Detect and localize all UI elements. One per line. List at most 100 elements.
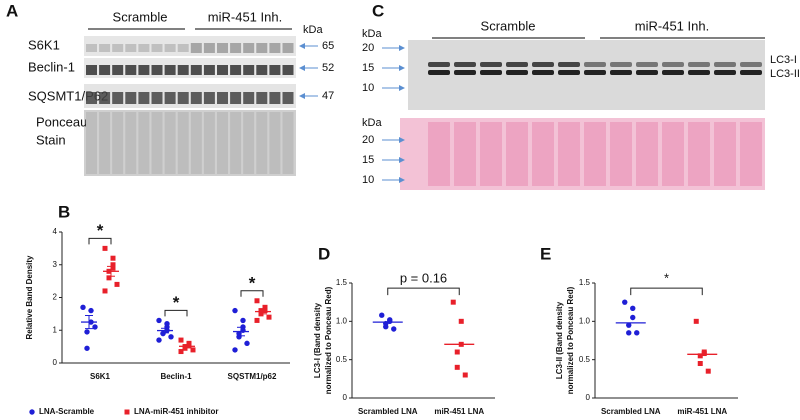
band	[190, 65, 202, 75]
point	[114, 281, 120, 287]
point	[262, 308, 268, 314]
lane	[506, 122, 528, 186]
point	[156, 317, 162, 324]
lane	[454, 122, 476, 186]
point	[106, 275, 112, 281]
band	[99, 65, 111, 75]
point	[697, 361, 703, 366]
point	[232, 307, 238, 314]
band	[217, 92, 228, 104]
lane	[99, 112, 111, 174]
point	[630, 305, 636, 311]
band	[125, 65, 137, 75]
y-tick-label: 1.5	[336, 278, 348, 287]
x-tick-label: Scrambled LNA	[358, 407, 418, 416]
point	[693, 318, 699, 324]
band	[428, 70, 450, 75]
mw-label: 20	[362, 134, 374, 146]
band	[454, 62, 476, 67]
mw-label: 15	[362, 62, 374, 74]
point	[168, 334, 174, 340]
lane	[125, 112, 137, 174]
band	[86, 44, 97, 52]
point	[705, 368, 711, 374]
mw-label: 20	[362, 42, 374, 54]
lane	[584, 122, 606, 186]
legend-marker	[29, 409, 35, 415]
lane	[190, 112, 202, 174]
band	[282, 65, 294, 75]
lane	[480, 122, 502, 186]
band	[610, 62, 632, 67]
point	[160, 330, 166, 337]
panel-label: D	[318, 244, 330, 263]
band	[269, 92, 281, 104]
y-axis-label: Relative Band Density	[25, 255, 34, 340]
band	[164, 92, 176, 104]
bracket	[164, 309, 188, 317]
lane	[243, 112, 255, 174]
point	[88, 307, 94, 314]
band	[532, 70, 554, 75]
lane	[151, 112, 163, 174]
bracket	[240, 290, 264, 297]
band	[506, 62, 528, 67]
point	[190, 347, 196, 353]
band	[636, 70, 658, 75]
point	[454, 364, 460, 370]
point	[701, 351, 707, 357]
significance: *	[249, 273, 256, 292]
point	[622, 299, 628, 305]
band	[256, 65, 268, 75]
band-label: LC3-I	[770, 54, 797, 66]
lane	[662, 122, 684, 186]
lane	[256, 112, 268, 174]
x-tick-label: Scrambled LNA	[601, 407, 661, 416]
point	[462, 372, 468, 378]
mw-label: 52	[322, 62, 334, 74]
panel-label: A	[6, 1, 18, 20]
lane	[138, 112, 150, 174]
band	[610, 70, 632, 75]
band	[177, 44, 189, 52]
group-label: Scramble	[481, 18, 536, 33]
band	[217, 65, 228, 75]
point	[450, 299, 456, 305]
point	[258, 308, 264, 314]
band	[584, 62, 606, 67]
band	[151, 92, 163, 104]
y-tick-label: 1	[53, 325, 58, 334]
band	[190, 92, 202, 104]
point	[626, 322, 632, 328]
legend-marker	[124, 409, 130, 415]
bracket	[88, 237, 112, 245]
significance: *	[173, 293, 180, 312]
band	[256, 92, 268, 104]
lane	[203, 112, 215, 174]
y-axis-label: normalized to Ponceau Red)	[566, 286, 575, 394]
row-label: Beclin-1	[28, 59, 75, 74]
bracket	[630, 287, 703, 296]
lane	[688, 122, 710, 186]
y-axis-label: LC3-II (Band density	[555, 301, 564, 379]
lane	[164, 112, 176, 174]
band	[86, 65, 97, 75]
band	[164, 44, 176, 52]
lane	[610, 122, 632, 186]
significance: *	[97, 221, 104, 240]
band	[256, 43, 268, 53]
point	[379, 312, 385, 318]
y-tick-label: 4	[53, 227, 58, 236]
y-tick-label: 3	[53, 260, 58, 269]
point	[84, 345, 90, 351]
band	[243, 92, 255, 104]
annotation: *	[664, 271, 669, 286]
point	[110, 262, 116, 268]
panel-label: B	[58, 202, 70, 221]
band	[99, 92, 111, 104]
lane	[428, 122, 450, 186]
band	[688, 62, 710, 67]
band	[230, 65, 242, 75]
band	[112, 92, 124, 104]
point	[240, 317, 246, 324]
